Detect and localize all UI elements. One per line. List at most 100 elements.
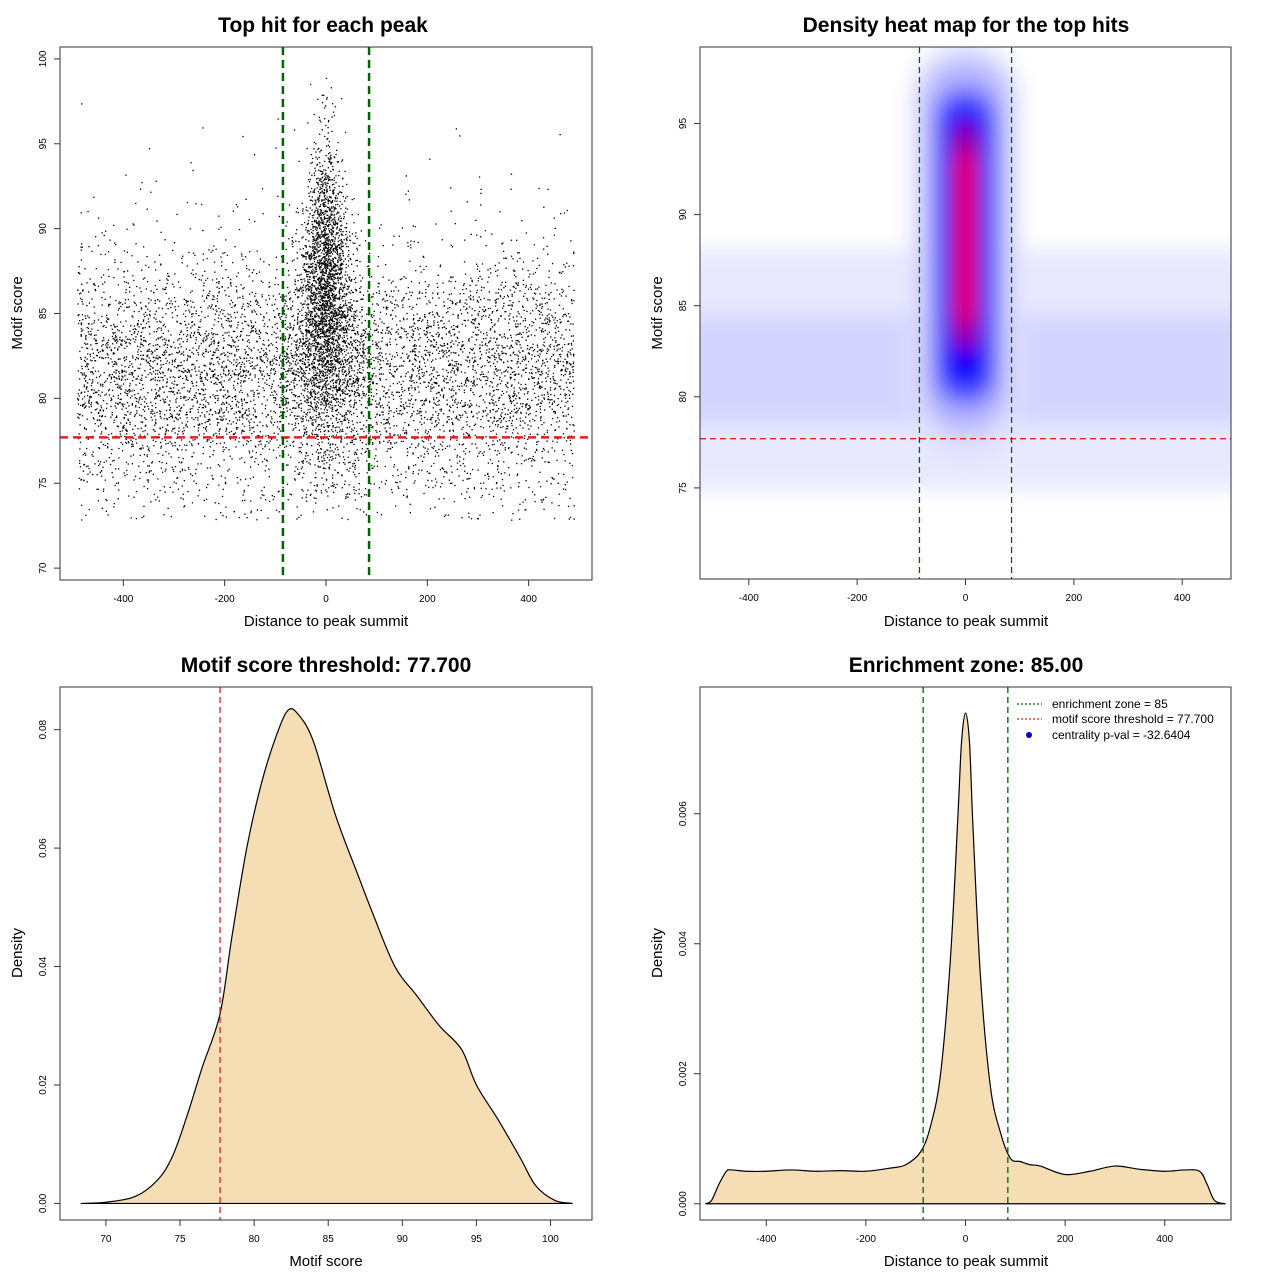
scatter-point	[433, 368, 435, 370]
scatter-point	[233, 364, 235, 366]
scatter-point	[499, 296, 502, 298]
scatter-point	[508, 329, 511, 331]
scatter-point	[488, 475, 490, 477]
scatter-point	[459, 301, 461, 304]
scatter-point	[464, 302, 466, 304]
scatter-point	[288, 370, 290, 372]
scatter-point	[551, 408, 553, 410]
scatter-point	[460, 493, 463, 495]
scatter-point	[539, 385, 541, 387]
scatter-point	[344, 366, 346, 368]
scatter-point	[98, 376, 101, 378]
scatter-point	[79, 378, 81, 380]
scatter-point	[264, 446, 266, 448]
scatter-point	[116, 386, 119, 388]
scatter-point	[400, 365, 403, 367]
scatter-point	[410, 336, 413, 338]
scatter-point	[163, 338, 166, 340]
scatter-point	[194, 368, 196, 370]
scatter-point	[85, 375, 87, 377]
scatter-point	[368, 252, 371, 254]
scatter-point	[397, 434, 399, 436]
scatter-point	[222, 488, 224, 490]
scatter-point	[333, 358, 335, 360]
scatter-point	[491, 321, 493, 324]
scatter-point	[194, 417, 197, 419]
scatter-point	[107, 305, 110, 307]
scatter-point	[114, 337, 116, 339]
scatter-point	[521, 350, 524, 352]
scatter-point	[186, 358, 189, 360]
scatter-point	[149, 368, 151, 370]
scatter-point	[414, 438, 416, 440]
scatter-point	[371, 464, 373, 467]
scatter-point	[395, 365, 397, 368]
scatter-point	[210, 307, 212, 309]
scatter-point	[532, 297, 534, 299]
scatter-point	[494, 331, 496, 333]
scatter-point	[513, 320, 515, 322]
scatter-point	[230, 345, 232, 347]
scatter-point	[99, 410, 101, 412]
scatter-point	[448, 409, 450, 411]
scatter-point	[102, 443, 104, 446]
scatter-point	[262, 319, 264, 321]
scatter-point	[158, 327, 160, 329]
scatter-point	[173, 391, 175, 393]
scatter-point	[438, 448, 440, 451]
scatter-point	[472, 366, 474, 368]
scatter-point	[509, 313, 511, 315]
scatter-point	[162, 325, 164, 327]
scatter-point	[228, 370, 230, 372]
scatter-point	[110, 377, 113, 379]
scatter-point	[437, 331, 439, 334]
scatter-point	[321, 412, 323, 414]
scatter-point	[501, 380, 503, 382]
scatter-point	[365, 393, 368, 395]
scatter-point	[107, 362, 110, 364]
scatter-point	[521, 336, 523, 338]
scatter-point	[478, 322, 480, 325]
scatter-point	[466, 421, 468, 423]
scatter-point	[304, 342, 306, 345]
scatter-point	[122, 383, 125, 385]
scatter-point	[169, 387, 171, 389]
scatter-point	[540, 348, 542, 351]
scatter-point	[92, 417, 94, 419]
scatter-point	[118, 447, 120, 450]
scatter-point	[223, 389, 225, 391]
scatter-point	[526, 331, 528, 334]
scatter-point	[311, 388, 313, 391]
scatter-point	[488, 493, 490, 495]
scatter-point	[161, 438, 163, 440]
scatter-point	[468, 339, 470, 341]
scatter-point	[515, 282, 517, 284]
scatter-point	[233, 372, 235, 374]
scatter-point	[268, 384, 270, 387]
scatter-point	[504, 257, 507, 259]
scatter-point	[473, 376, 475, 378]
scatter-point	[107, 363, 110, 365]
scatter-point	[492, 476, 494, 478]
scatter-point	[463, 292, 465, 295]
scatter-point	[541, 350, 543, 353]
scatter-point	[115, 383, 117, 386]
scatter-point	[124, 435, 126, 437]
scatter-point	[513, 390, 515, 392]
scatter-point	[110, 348, 112, 351]
scatter-point	[540, 365, 543, 367]
scatter-point	[388, 406, 390, 408]
scatter-point	[276, 268, 278, 271]
scatter-point	[143, 337, 145, 339]
scatter-point	[519, 290, 521, 292]
scatter-point	[555, 340, 557, 342]
scatter-point	[185, 449, 187, 451]
scatter-point	[248, 377, 250, 380]
scatter-point	[339, 405, 341, 408]
scatter-point	[116, 369, 118, 372]
scatter-point	[83, 464, 85, 466]
scatter-point	[81, 243, 83, 245]
scatter-point	[490, 328, 492, 330]
scatter-point	[479, 344, 481, 346]
scatter-point	[373, 465, 375, 467]
